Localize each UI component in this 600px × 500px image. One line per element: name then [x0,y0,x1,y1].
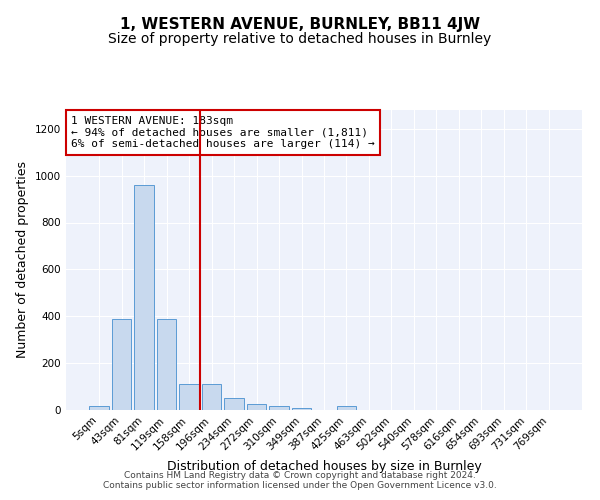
Bar [247,404,266,410]
Text: Size of property relative to detached houses in Burnley: Size of property relative to detached ho… [109,32,491,46]
Bar [179,384,199,410]
Bar [337,406,356,410]
Bar [269,406,289,410]
Bar [157,318,176,410]
Bar [112,318,131,410]
Text: 1 WESTERN AVENUE: 183sqm
← 94% of detached houses are smaller (1,811)
6% of semi: 1 WESTERN AVENUE: 183sqm ← 94% of detach… [71,116,375,149]
Bar [224,398,244,410]
Text: Contains HM Land Registry data © Crown copyright and database right 2024.
Contai: Contains HM Land Registry data © Crown c… [103,470,497,490]
Bar [202,384,221,410]
Text: 1, WESTERN AVENUE, BURNLEY, BB11 4JW: 1, WESTERN AVENUE, BURNLEY, BB11 4JW [120,18,480,32]
X-axis label: Distribution of detached houses by size in Burnley: Distribution of detached houses by size … [167,460,481,473]
Y-axis label: Number of detached properties: Number of detached properties [16,162,29,358]
Bar [292,408,311,410]
Bar [89,406,109,410]
Bar [134,185,154,410]
